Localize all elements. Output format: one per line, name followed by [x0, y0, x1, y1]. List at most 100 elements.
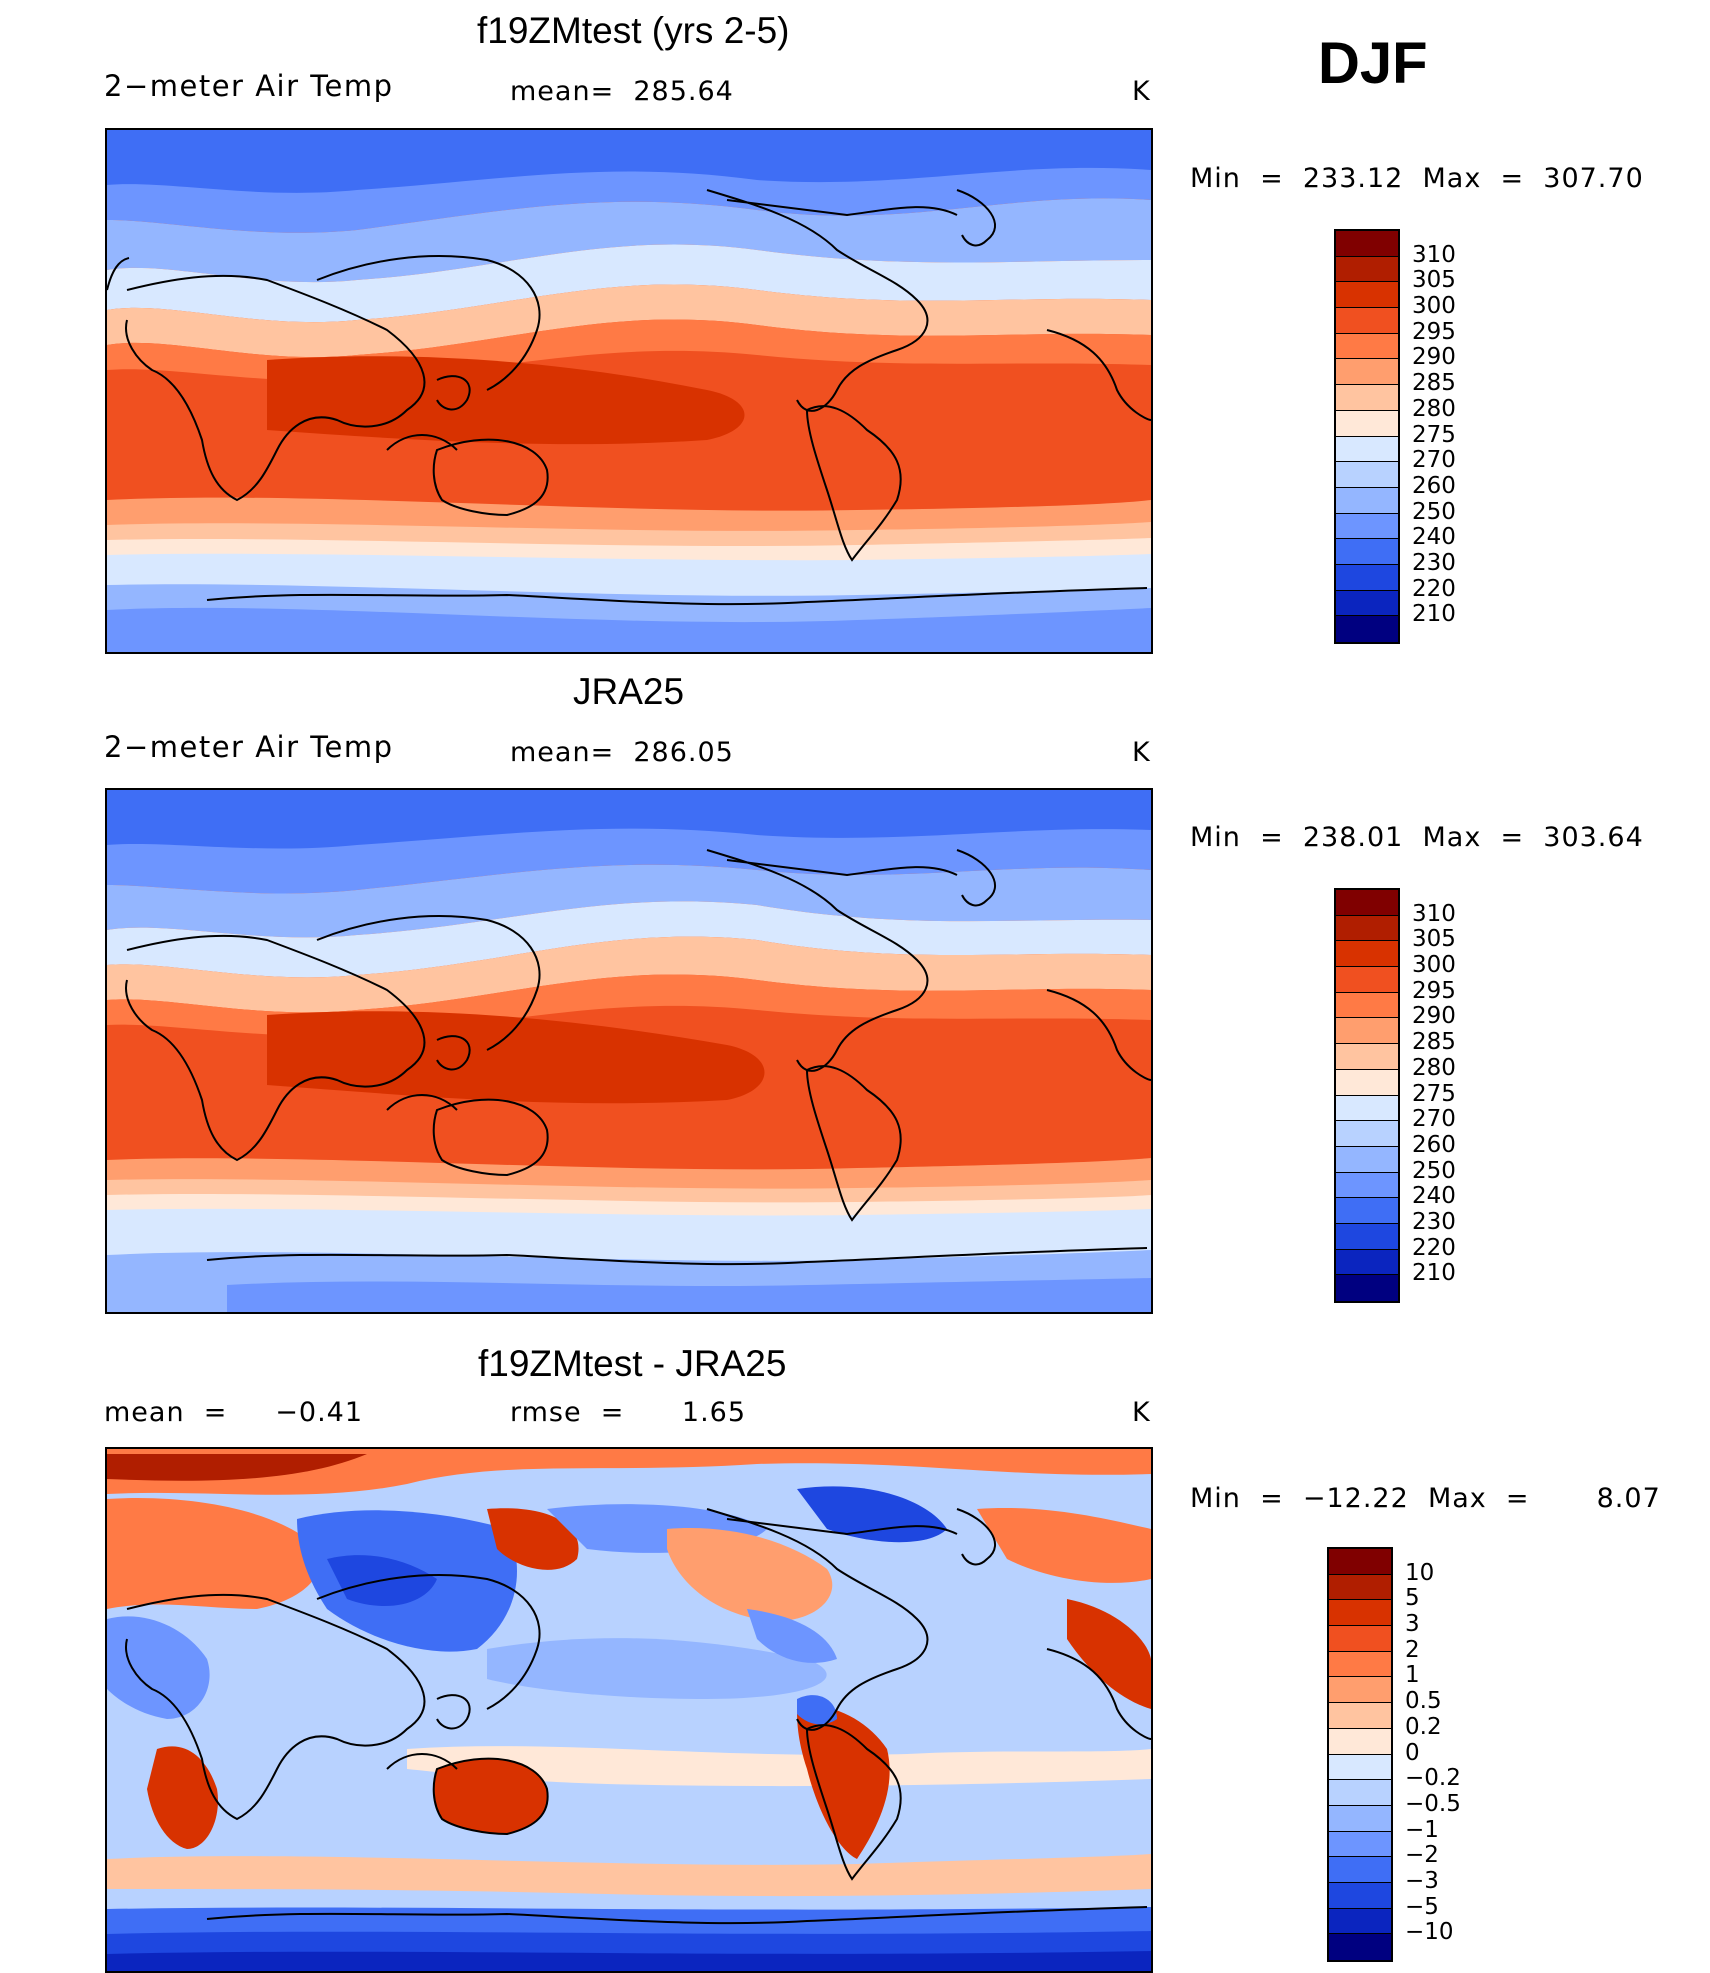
colorbar-swatch	[1336, 1121, 1398, 1147]
panel-3-title: f19ZMtest - JRA25	[478, 1343, 787, 1384]
colorbar-tick-label: 260	[1412, 1131, 1456, 1158]
colorbar-tick-label: 210	[1412, 1260, 1456, 1287]
colorbar-tick-label: 285	[1412, 1029, 1456, 1056]
colorbar-tick-label: −3	[1405, 1867, 1439, 1894]
panel-3-colorbar	[1327, 1547, 1393, 1962]
colorbar-tick-label: 270	[1412, 1106, 1456, 1133]
panel-1-mean: mean= 285.64	[510, 76, 734, 107]
colorbar-tick-label: 10	[1405, 1559, 1435, 1586]
colorbar-tick-label: 280	[1412, 395, 1456, 422]
colorbar-tick-label: 0	[1405, 1739, 1420, 1766]
colorbar-tick-label: −0.5	[1405, 1790, 1461, 1817]
colorbar-swatch	[1336, 462, 1398, 488]
panel-2-minmax: Min = 238.01 Max = 303.64	[1190, 822, 1644, 853]
colorbar-tick-label: 295	[1412, 977, 1456, 1004]
panel-3-units: K	[1132, 1397, 1151, 1428]
colorbar-swatch	[1329, 1626, 1391, 1652]
panel-3-minmax: Min = −12.22 Max = 8.07	[1190, 1483, 1661, 1514]
colorbar-swatch	[1336, 513, 1398, 540]
panel-1-minmax: Min = 233.12 Max = 307.70	[1190, 163, 1644, 194]
colorbar-tick-label: 240	[1412, 1183, 1456, 1210]
colorbar-tick-label: 285	[1412, 370, 1456, 397]
colorbar-tick-label: 230	[1412, 1208, 1456, 1235]
colorbar-tick-label: 250	[1412, 498, 1456, 525]
panel-1-units: K	[1132, 76, 1151, 107]
colorbar-tick-label: 305	[1412, 267, 1456, 294]
colorbar-tick-label: −1	[1405, 1816, 1439, 1843]
panel-2-colorbar	[1334, 888, 1400, 1303]
panel-2-mean: mean= 286.05	[510, 737, 734, 768]
colorbar-tick-label: 0.5	[1405, 1688, 1442, 1715]
colorbar-swatch	[1329, 1857, 1391, 1883]
colorbar-swatch	[1336, 256, 1398, 283]
colorbar-swatch	[1329, 1651, 1391, 1678]
colorbar-swatch	[1336, 231, 1398, 257]
colorbar-swatch	[1336, 539, 1398, 565]
colorbar-swatch	[1336, 564, 1398, 591]
colorbar-swatch	[1336, 616, 1398, 642]
colorbar-swatch	[1329, 1549, 1391, 1575]
colorbar-swatch	[1329, 1908, 1391, 1935]
colorbar-tick-label: 5	[1405, 1585, 1420, 1612]
colorbar-swatch	[1336, 915, 1398, 942]
colorbar-tick-label: 300	[1412, 952, 1456, 979]
panel-1-title: f19ZMtest (yrs 2-5)	[477, 10, 790, 51]
colorbar-swatch	[1336, 1275, 1398, 1301]
colorbar-swatch	[1329, 1780, 1391, 1806]
colorbar-tick-label: 305	[1412, 926, 1456, 953]
colorbar-tick-label: 210	[1412, 601, 1456, 628]
colorbar-swatch	[1336, 941, 1398, 968]
colorbar-swatch	[1336, 890, 1398, 916]
colorbar-tick-label: 0.2	[1405, 1713, 1442, 1740]
season-label: DJF	[1318, 31, 1428, 96]
colorbar-tick-label: 310	[1412, 241, 1456, 268]
colorbar-tick-label: −0.2	[1405, 1765, 1461, 1792]
colorbar-swatch	[1336, 1172, 1398, 1199]
colorbar-swatch	[1336, 1249, 1398, 1276]
colorbar-tick-label: 295	[1412, 318, 1456, 345]
panel-3-rmse: rmse = 1.65	[510, 1397, 747, 1428]
colorbar-swatch	[1329, 1831, 1391, 1858]
colorbar-swatch	[1329, 1677, 1391, 1704]
colorbar-swatch	[1336, 282, 1398, 309]
colorbar-swatch	[1336, 1223, 1398, 1250]
panel-2-title: JRA25	[573, 671, 685, 712]
colorbar-tick-label: 240	[1412, 524, 1456, 551]
colorbar-swatch	[1336, 359, 1398, 386]
colorbar-tick-label: 3	[1405, 1611, 1420, 1638]
colorbar-swatch	[1336, 333, 1398, 360]
panel-2-units: K	[1132, 737, 1151, 768]
colorbar-swatch	[1336, 1146, 1398, 1173]
colorbar-swatch	[1336, 590, 1398, 617]
colorbar-swatch	[1329, 1600, 1391, 1627]
colorbar-tick-label: 275	[1412, 1080, 1456, 1107]
colorbar-swatch	[1336, 487, 1398, 514]
colorbar-tick-label: −10	[1405, 1919, 1454, 1946]
colorbar-tick-label: 280	[1412, 1054, 1456, 1081]
colorbar-swatch	[1336, 992, 1398, 1019]
colorbar-swatch	[1329, 1703, 1391, 1729]
colorbar-swatch	[1329, 1805, 1391, 1832]
panel-3-map	[105, 1447, 1153, 1973]
colorbar-tick-label: 1	[1405, 1662, 1420, 1689]
colorbar-swatch	[1336, 410, 1398, 437]
panel-2-map	[105, 788, 1153, 1314]
colorbar-tick-label: −2	[1405, 1842, 1439, 1869]
colorbar-tick-label: 230	[1412, 549, 1456, 576]
colorbar-swatch	[1329, 1882, 1391, 1909]
colorbar-swatch	[1336, 308, 1398, 334]
colorbar-tick-label: 250	[1412, 1157, 1456, 1184]
panel-3-mean: mean = −0.41	[104, 1397, 364, 1428]
colorbar-swatch	[1329, 1574, 1391, 1601]
panel-2-variable-label: 2−meter Air Temp	[104, 730, 394, 764]
panel-1-variable-label: 2−meter Air Temp	[104, 69, 394, 103]
panel-1-colorbar-labels: 310 305 300 295 290 285 280 275 270 260 250 240 230 2…	[1412, 229, 1492, 640]
colorbar-tick-label: 260	[1412, 472, 1456, 499]
colorbar-tick-label: 220	[1412, 1234, 1456, 1261]
colorbar-swatch	[1336, 1095, 1398, 1122]
colorbar-tick-label: 2	[1405, 1636, 1420, 1663]
panel-2-colorbar-labels: 310 305 300 295 290 285 280 275 270 260 250 240 230 2…	[1412, 888, 1492, 1299]
colorbar-tick-label: 310	[1412, 900, 1456, 927]
colorbar-tick-label: 290	[1412, 344, 1456, 371]
panel-3-map-field	[107, 1449, 1151, 1971]
